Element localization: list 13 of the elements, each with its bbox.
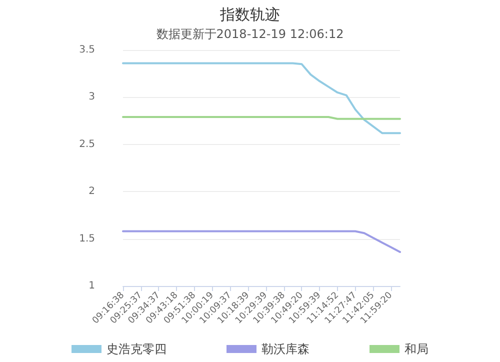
legend-label: 勒沃库森 (262, 342, 310, 356)
line-series (122, 230, 401, 254)
y-tick-label: 3 (88, 92, 95, 103)
y-tick-label: 3.5 (79, 44, 95, 56)
y-tick-label: 1 (88, 280, 95, 292)
y-tick-label: 2 (88, 186, 95, 198)
chart-title: 指数轨迹 (219, 6, 280, 24)
line-series (122, 62, 401, 134)
chart-subtitle: 数据更新于2018-12-19 12:06:12 (156, 27, 344, 41)
y-tick-label: 2.5 (79, 138, 95, 150)
y-tick-label: 1.5 (79, 233, 95, 244)
legend-label: 和局 (404, 342, 428, 356)
legend-label: 史浩克零四 (106, 342, 166, 356)
